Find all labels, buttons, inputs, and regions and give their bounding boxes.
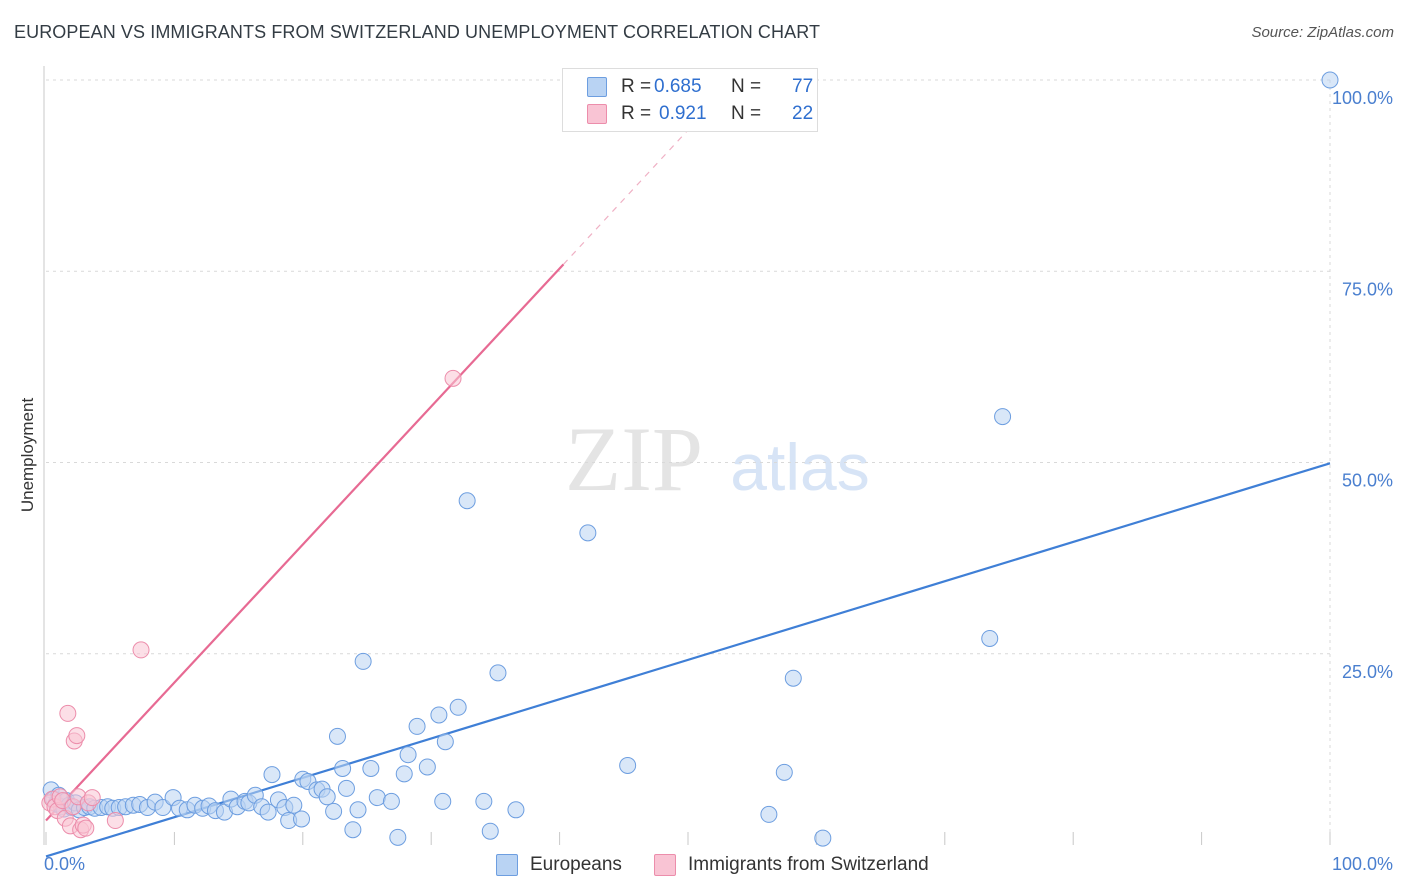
y-tick-label: 100.0% [1332,88,1393,108]
point-europeans [775,763,793,781]
point-swiss [77,819,95,837]
y-tick-label: 25.0% [1342,662,1393,682]
legend-swatch-swiss [654,854,676,876]
point-europeans [489,664,507,682]
point-europeans [1321,71,1339,89]
legend-n-value: 77 [792,76,814,97]
point-swiss [444,369,462,387]
source-credit: Source: ZipAtlas.com [1251,24,1394,41]
legend-r-value: 0.921 [659,103,707,124]
legend-swatch-europeans [496,854,518,876]
watermark-atlas: atlas [730,430,869,504]
x-tick-label: 100.0% [1332,854,1393,874]
point-swiss [83,789,101,807]
legend-swatch-swiss [587,104,607,124]
point-europeans [259,803,277,821]
point-europeans [293,810,311,828]
y-tick-label: 75.0% [1342,279,1393,299]
tick-labels: 100.0% 75.0% 50.0% 25.0% 0.0% 100.0% [44,88,1393,874]
point-swiss [132,641,150,659]
point-europeans [263,766,281,784]
point-europeans [458,492,476,510]
point-europeans [349,801,367,819]
point-europeans [507,801,525,819]
point-europeans [418,758,436,776]
point-europeans [434,792,452,810]
point-europeans [449,698,467,716]
legend-r-label: R = [621,76,652,97]
legend-r-label: R = [621,103,652,124]
trend-line-swiss [45,263,565,822]
point-europeans [382,792,400,810]
point-europeans [784,669,802,687]
trend-line-swiss-extension [563,125,693,265]
legend-swatch-europeans [587,77,607,97]
point-europeans [399,746,417,764]
point-europeans [436,733,454,751]
y-axis-label: Unemployment [18,397,37,513]
correlation-legend: R = 0.685 N = 77 R = 0.921 N = 22 [562,68,818,132]
legend-n-label: N = [731,103,762,124]
point-europeans [318,788,336,806]
chart-title: EUROPEAN VS IMMIGRANTS FROM SWITZERLAND … [14,22,821,42]
point-swiss [68,727,86,745]
grid [46,79,1331,845]
point-swiss [106,812,124,830]
point-europeans [337,779,355,797]
legend-n-label: N = [731,76,762,97]
watermark: ZIP atlas [565,408,870,510]
point-europeans [395,765,413,783]
point-europeans [334,760,352,777]
point-europeans [814,829,832,847]
point-europeans [368,789,386,807]
point-europeans [619,756,637,774]
point-europeans [389,828,407,846]
point-europeans [285,796,303,814]
watermark-zip: ZIP [565,408,703,510]
point-europeans [328,727,346,745]
point-europeans [344,821,362,839]
legend-label-swiss: Immigrants from Switzerland [688,854,929,875]
point-europeans [408,717,426,735]
point-europeans [481,822,499,840]
point-europeans [760,805,778,823]
point-europeans [325,802,343,820]
point-europeans [430,706,448,724]
point-swiss [59,704,77,722]
legend-label-europeans: Europeans [530,854,622,875]
point-europeans [475,792,493,810]
legend-n-value: 22 [792,103,814,124]
point-europeans [994,408,1012,426]
point-europeans [354,652,372,670]
point-europeans [981,629,999,647]
y-tick-label: 50.0% [1342,471,1393,491]
x-tick-label: 0.0% [44,854,85,874]
data-points [41,71,1339,847]
point-europeans [362,760,380,777]
legend-r-value: 0.685 [654,76,702,97]
point-europeans [579,524,597,542]
point-europeans [154,799,172,817]
